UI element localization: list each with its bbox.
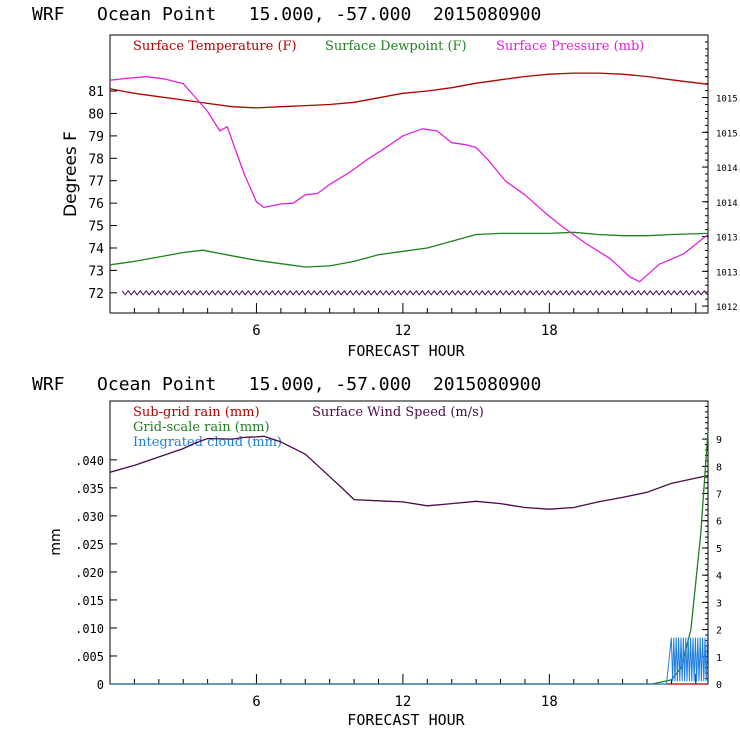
top-y2tick-label: 1013.0 — [716, 268, 740, 278]
top-series-surface-pressure-mb — [109, 76, 709, 283]
bottom-y2tick-label: 5 — [716, 544, 722, 555]
bottom-series-grid-scale-rain-mm — [110, 430, 709, 685]
top-ytick-label: 73 — [88, 264, 104, 279]
top-series-surface-temperature-f — [109, 72, 709, 109]
bottom-y2tick-label: 4 — [716, 571, 722, 582]
top-series-surface-dewpoint-f — [109, 231, 709, 268]
bottom-ytick-label: .025 — [75, 538, 104, 552]
top-plot-frame — [109, 34, 709, 314]
top-ytick-label: 78 — [88, 152, 104, 167]
top-legend: Surface Temperature (F) Surface Dewpoint… — [133, 39, 644, 54]
top-y-axis: 72 73 74 75 76 77 78 79 80 81 — [88, 85, 117, 302]
top-x-axis: 6 12 18 — [133, 303, 697, 339]
bottom-xtick-label: 12 — [394, 694, 411, 710]
top-xtick-label: 18 — [541, 323, 558, 339]
legend-integrated-cloud: Integrated cloud (mm) — [133, 435, 282, 450]
top-series-baseline-dotted-zigzag — [121, 289, 708, 296]
bottom-x-axis-label: FORECAST HOUR — [347, 711, 465, 729]
legend-subgrid-rain: Sub-grid rain (mm) — [133, 405, 260, 420]
bottom-y2tick-label: 0 — [716, 680, 722, 691]
top-ytick-label: 76 — [88, 197, 104, 212]
bottom-ytick-label: .035 — [75, 482, 104, 496]
bottom-y2tick-label: 7 — [716, 490, 722, 501]
bottom-y2tick-label: 2 — [716, 626, 722, 637]
top-y-axis-label: Degrees F — [61, 131, 81, 217]
top-y2tick-label: 1015.0 — [716, 129, 740, 139]
bottom-ytick-label: .015 — [75, 594, 104, 608]
bottom-y2tick-label: 8 — [716, 462, 722, 473]
bottom-ytick-label: .005 — [75, 650, 104, 664]
bottom-x-axis: 6 12 18 — [133, 674, 697, 710]
bottom-y-axis: 0 .005 .010 .015 .020 .025 .030 .035 .040 — [75, 454, 117, 692]
bottom-ytick-label: 0 — [97, 678, 104, 692]
bottom-series-group — [109, 430, 709, 685]
top-xtick-label: 6 — [252, 323, 260, 339]
top-y2tick-label: 1012.5 — [716, 303, 740, 313]
bottom-ytick-label: .010 — [75, 622, 104, 636]
bottom-chart: WRF Ocean Point 15.000, -57.000 20150809… — [32, 374, 722, 729]
top-ytick-label: 72 — [88, 287, 104, 302]
bottom-ytick-label: .030 — [75, 510, 104, 524]
top-y2tick-label: 1014.5 — [716, 164, 740, 174]
bottom-ytick-label: .020 — [75, 566, 104, 580]
top-chart: WRF Ocean Point 15.000, -57.000 20150809… — [32, 4, 740, 360]
legend-dewpoint: Surface Dewpoint (F) — [325, 39, 467, 54]
bottom-series-surface-wind-speed-m-s — [109, 435, 709, 510]
top-ytick-label: 77 — [88, 175, 104, 190]
top-ytick-label: 74 — [88, 242, 104, 257]
bottom-y2tick-label: 9 — [716, 435, 722, 446]
bottom-y2tick-label: 1 — [716, 653, 722, 664]
bottom-legend: Sub-grid rain (mm) Surface Wind Speed (m… — [133, 405, 484, 450]
top-ytick-label: 81 — [88, 85, 104, 100]
legend-pressure: Surface Pressure (mb) — [496, 39, 644, 54]
top-chart-title: WRF Ocean Point 15.000, -57.000 20150809… — [32, 4, 541, 25]
top-y2tick-label: 1013.5 — [716, 234, 740, 244]
top-y2tick-label: 1014.0 — [716, 199, 740, 209]
top-series-group — [109, 72, 709, 296]
bottom-y-axis-label: mm — [48, 528, 64, 555]
bottom-xtick-label: 6 — [252, 694, 260, 710]
legend-gridscale-rain: Grid-scale rain (mm) — [133, 420, 270, 435]
legend-temperature: Surface Temperature (F) — [133, 39, 297, 54]
top-xtick-label: 12 — [394, 323, 411, 339]
bottom-chart-title: WRF Ocean Point 15.000, -57.000 20150809… — [32, 374, 541, 395]
top-x-axis-label: FORECAST HOUR — [347, 342, 465, 360]
bottom-xtick-label: 18 — [541, 694, 558, 710]
top-ytick-label: 79 — [88, 130, 104, 145]
top-ytick-label: 75 — [88, 220, 104, 235]
bottom-y2tick-label: 3 — [716, 598, 722, 609]
bottom-y2tick-label: 6 — [716, 517, 722, 528]
bottom-series-integrated-cloud-mm — [110, 637, 708, 685]
legend-wind-speed: Surface Wind Speed (m/s) — [312, 405, 484, 420]
bottom-ytick-label: .040 — [75, 454, 104, 468]
top-y2tick-label: 1015.5 — [716, 95, 740, 105]
top-ytick-label: 80 — [88, 107, 104, 122]
top-y2-axis: 1012.5 1013.0 1013.5 1014.0 1014.5 1015.0 1015… — [702, 41, 740, 314]
